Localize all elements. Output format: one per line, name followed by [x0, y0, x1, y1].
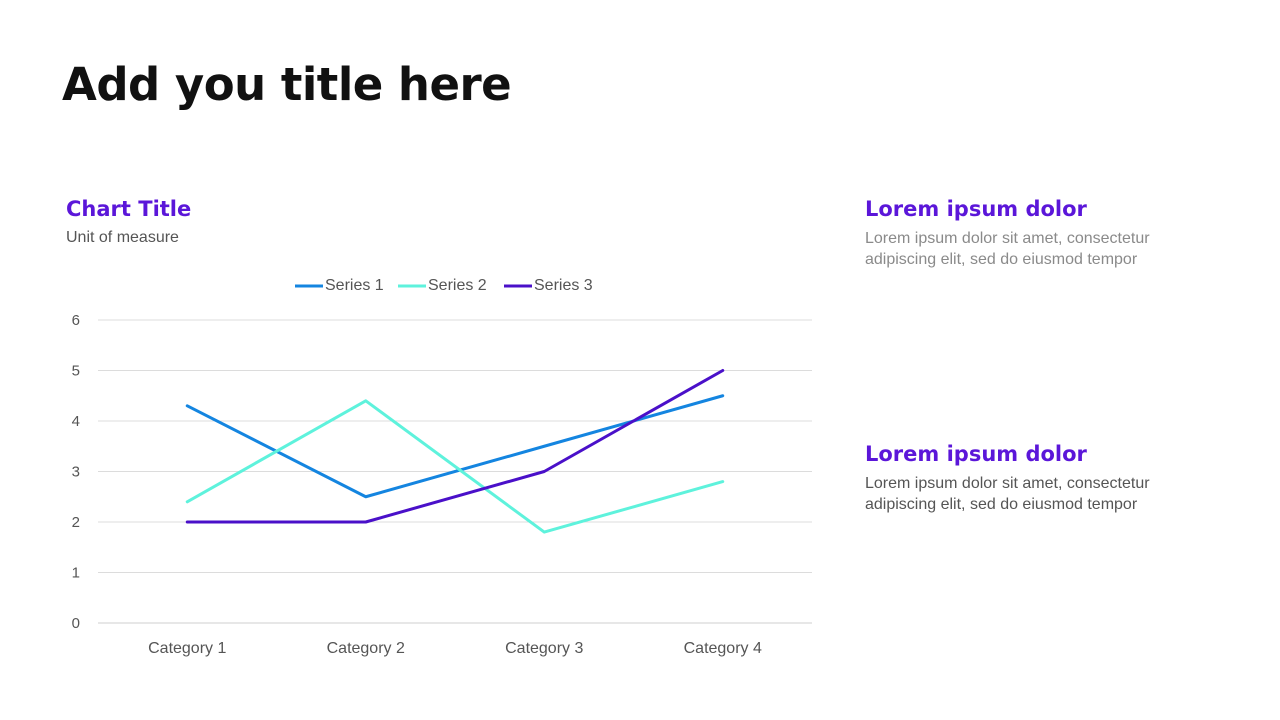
- y-tick-label: 6: [72, 312, 80, 329]
- panel-body-text: Lorem ipsum dolor sit amet, consectetur …: [865, 475, 1150, 513]
- x-tick-label: Category 2: [327, 640, 405, 657]
- y-tick-label: 2: [72, 514, 80, 531]
- series-line-1: [185, 394, 725, 499]
- y-tick-label: 4: [72, 413, 80, 430]
- y-tick-label: 1: [72, 565, 80, 582]
- x-tick-label: Category 4: [684, 640, 762, 657]
- legend-label: Series 1: [325, 277, 384, 294]
- panel-heading: Lorem ipsum dolor: [865, 197, 1087, 221]
- x-tick-label: Category 1: [148, 640, 226, 657]
- y-tick-label: 5: [72, 363, 80, 380]
- chart-title: Chart Title: [66, 197, 192, 221]
- series-line-2: [185, 399, 725, 534]
- chart-unit-label: Unit of measure: [66, 229, 179, 246]
- legend-label: Series 3: [534, 277, 593, 294]
- x-tick-label: Category 3: [505, 640, 583, 657]
- series-line-3: [185, 369, 725, 524]
- y-tick-label: 3: [72, 464, 80, 481]
- y-tick-label: 0: [72, 615, 80, 632]
- panel-heading: Lorem ipsum dolor: [865, 442, 1087, 466]
- panel-body-text: Lorem ipsum dolor sit amet, consectetur …: [865, 230, 1150, 268]
- slide-title: Add you title here: [62, 58, 512, 111]
- legend-label: Series 2: [428, 277, 487, 294]
